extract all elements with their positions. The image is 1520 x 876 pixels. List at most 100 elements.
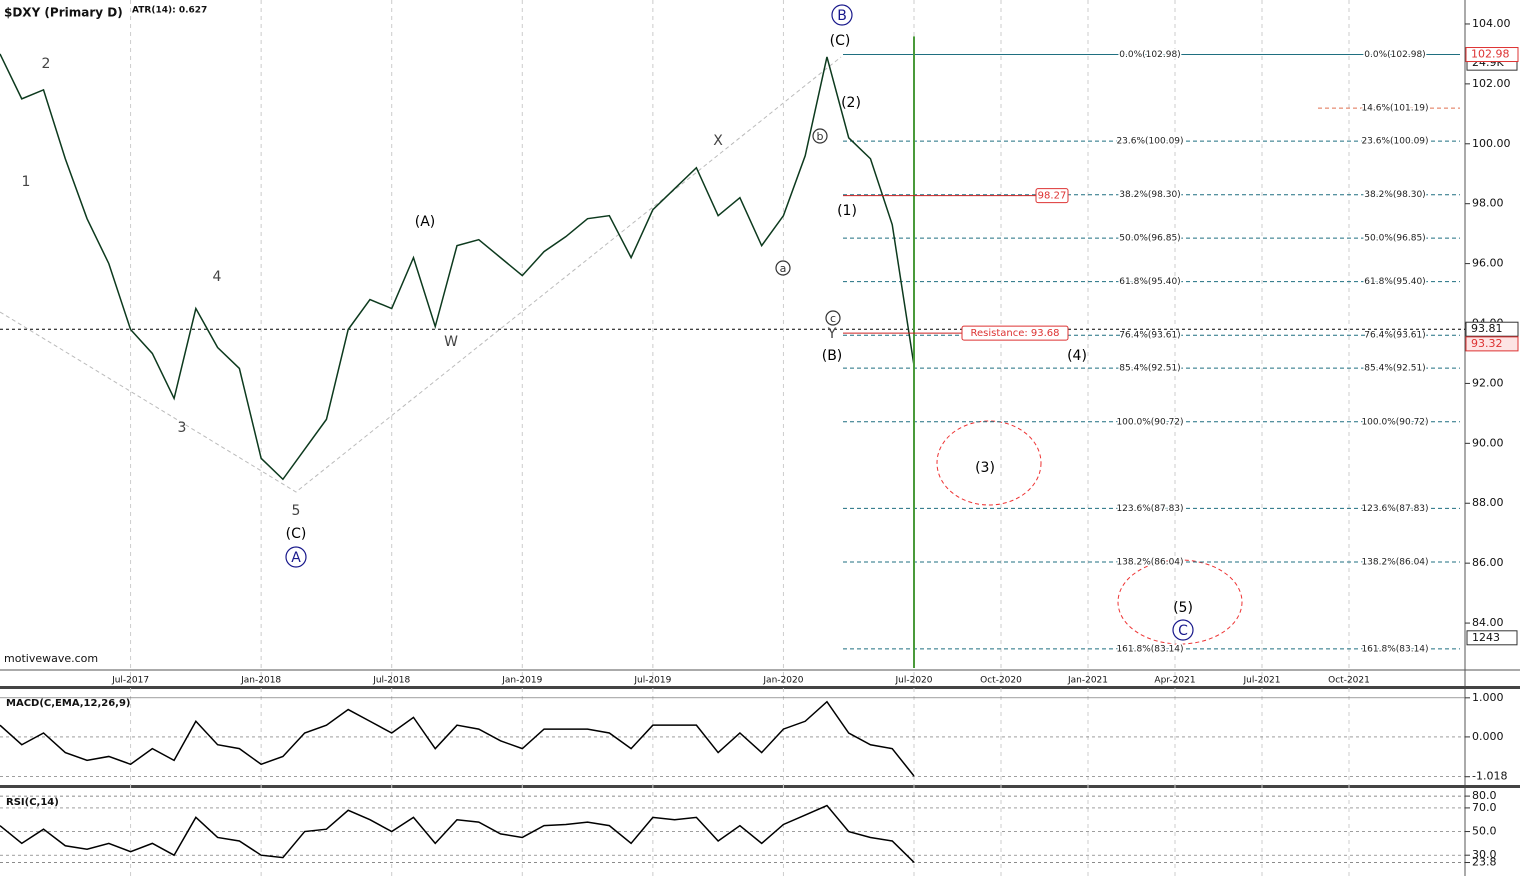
fib-label: 85.4%(92.51) <box>1119 364 1180 374</box>
wave-label: A <box>291 550 301 566</box>
price-tag <box>1465 321 1519 337</box>
fib-label: 161.8%(83.14) <box>1116 644 1183 654</box>
fib-label: 14.6%(101.19) <box>1361 104 1428 114</box>
fib-label: 76.4%(93.61) <box>1119 331 1180 341</box>
level-box <box>1035 188 1069 204</box>
wave-guide <box>0 56 842 493</box>
watermark: motivewave.com <box>4 652 98 665</box>
wave-label: 4 <box>213 269 222 285</box>
wave-circle <box>812 128 828 144</box>
y-tick-label: 0.000 <box>1472 730 1504 743</box>
level-label: 98.27 <box>1038 191 1067 202</box>
fib-label: 0.0%(102.98) <box>1119 50 1180 60</box>
wave-label: (C) <box>830 33 851 49</box>
panel-title: MACD(C,EMA,12,26,9) <box>6 698 131 709</box>
wave-label: 2 <box>42 56 51 72</box>
wave-circle <box>1172 619 1194 641</box>
panel-title: RSI(C,14) <box>6 797 59 808</box>
price-tag <box>1465 336 1519 352</box>
y-tick-label: 86.00 <box>1472 556 1504 569</box>
wave-label: c <box>830 312 836 325</box>
wave-label: (B) <box>822 348 843 364</box>
y-tick-label: 92.00 <box>1472 376 1504 389</box>
y-tick-label: 50.0 <box>1472 825 1497 838</box>
x-tick-label: Jan-2020 <box>762 676 803 686</box>
fib-label: 38.2%(98.30) <box>1364 190 1425 200</box>
y-tick-label: 96.00 <box>1472 257 1504 270</box>
target-zone <box>1117 559 1243 645</box>
y-tick-label: 88.00 <box>1472 496 1504 509</box>
fib-label: 50.0%(96.85) <box>1119 234 1180 244</box>
x-tick-label: Oct-2020 <box>980 676 1022 686</box>
target-zone <box>936 420 1042 506</box>
fib-label: 85.4%(92.51) <box>1364 364 1425 374</box>
x-tick-label: Jan-2019 <box>501 676 542 686</box>
wave-label: (4) <box>1067 348 1087 364</box>
x-tick-label: Jul-2019 <box>633 676 671 686</box>
wave-label: 5 <box>292 503 301 519</box>
x-tick-label: Jul-2018 <box>372 676 410 686</box>
wave-label: Y <box>827 326 837 342</box>
wave-label: (1) <box>837 203 857 219</box>
fib-label: 23.6%(100.09) <box>1116 137 1183 147</box>
wave-circle <box>825 310 841 326</box>
wave-circle <box>775 260 791 276</box>
wave-label: (3) <box>975 460 995 476</box>
x-tick-label: Oct-2021 <box>1328 676 1370 686</box>
fib-label: 38.2%(98.30) <box>1119 190 1180 200</box>
x-tick-label: Jan-2021 <box>1067 676 1108 686</box>
wave-label: W <box>444 334 458 350</box>
wave-label: C <box>1178 623 1188 639</box>
atr-label: ATR(14): 0.627 <box>132 6 207 16</box>
x-tick-label: Jul-2017 <box>111 676 149 686</box>
wave-label: 3 <box>178 420 187 436</box>
wave-label: (A) <box>415 214 436 230</box>
level-box <box>961 325 1069 341</box>
fib-label: 138.2%(86.04) <box>1361 557 1428 567</box>
series-line <box>0 53 915 481</box>
y-tick-label: 102.00 <box>1472 77 1511 90</box>
wave-label: b <box>817 130 824 143</box>
level-label: Resistance: 93.68 <box>970 328 1059 339</box>
series-line <box>0 804 915 863</box>
wave-label: (2) <box>841 95 861 111</box>
y-tick-label: 104.00 <box>1472 17 1511 30</box>
chart-title: $DXY (Primary D) <box>4 6 123 20</box>
panel-divider <box>0 686 1520 689</box>
y-tick-label: 90.00 <box>1472 436 1504 449</box>
price-tag-label: 102.98 <box>1471 48 1510 61</box>
y-tick-label: 100.00 <box>1472 137 1511 150</box>
fib-label: 61.8%(95.40) <box>1364 277 1425 287</box>
fib-label: 100.0%(90.72) <box>1361 417 1428 427</box>
price-tag-label: 93.32 <box>1471 337 1503 350</box>
x-tick-label: Jan-2018 <box>240 676 281 686</box>
fib-label: 138.2%(86.04) <box>1116 557 1183 567</box>
fib-label: 100.0%(90.72) <box>1116 417 1183 427</box>
fib-label: 23.6%(100.09) <box>1361 137 1428 147</box>
y-tick-label: 30.0 <box>1472 848 1497 861</box>
fib-label: 123.6%(87.83) <box>1116 504 1183 514</box>
x-tick-label: Jul-2020 <box>894 676 932 686</box>
y-tick-label: 84.00 <box>1472 616 1504 629</box>
wave-label: (5) <box>1173 600 1193 616</box>
y-tick-label: 70.0 <box>1472 801 1497 814</box>
wave-label: 1 <box>22 174 31 190</box>
fib-label: 0.0%(102.98) <box>1364 50 1425 60</box>
y-tick-label: -1.018 <box>1472 770 1507 783</box>
x-tick-label: Apr-2021 <box>1154 676 1195 686</box>
wave-label: a <box>780 262 787 275</box>
price-tag <box>1465 47 1519 63</box>
wave-circle <box>831 4 853 26</box>
volume-tag <box>1466 630 1518 646</box>
fib-label: 50.0%(96.85) <box>1364 234 1425 244</box>
x-tick-label: Jul-2021 <box>1242 676 1280 686</box>
y-tick-label: 80.0 <box>1472 789 1497 802</box>
fib-label: 161.8%(83.14) <box>1361 644 1428 654</box>
wave-label: (C) <box>286 526 307 542</box>
y-tick-label: 98.00 <box>1472 197 1504 210</box>
y-tick-label: 1.000 <box>1472 691 1504 704</box>
y-tick-label: 23.8 <box>1472 856 1497 869</box>
volume-label: 1243 <box>1472 631 1500 644</box>
